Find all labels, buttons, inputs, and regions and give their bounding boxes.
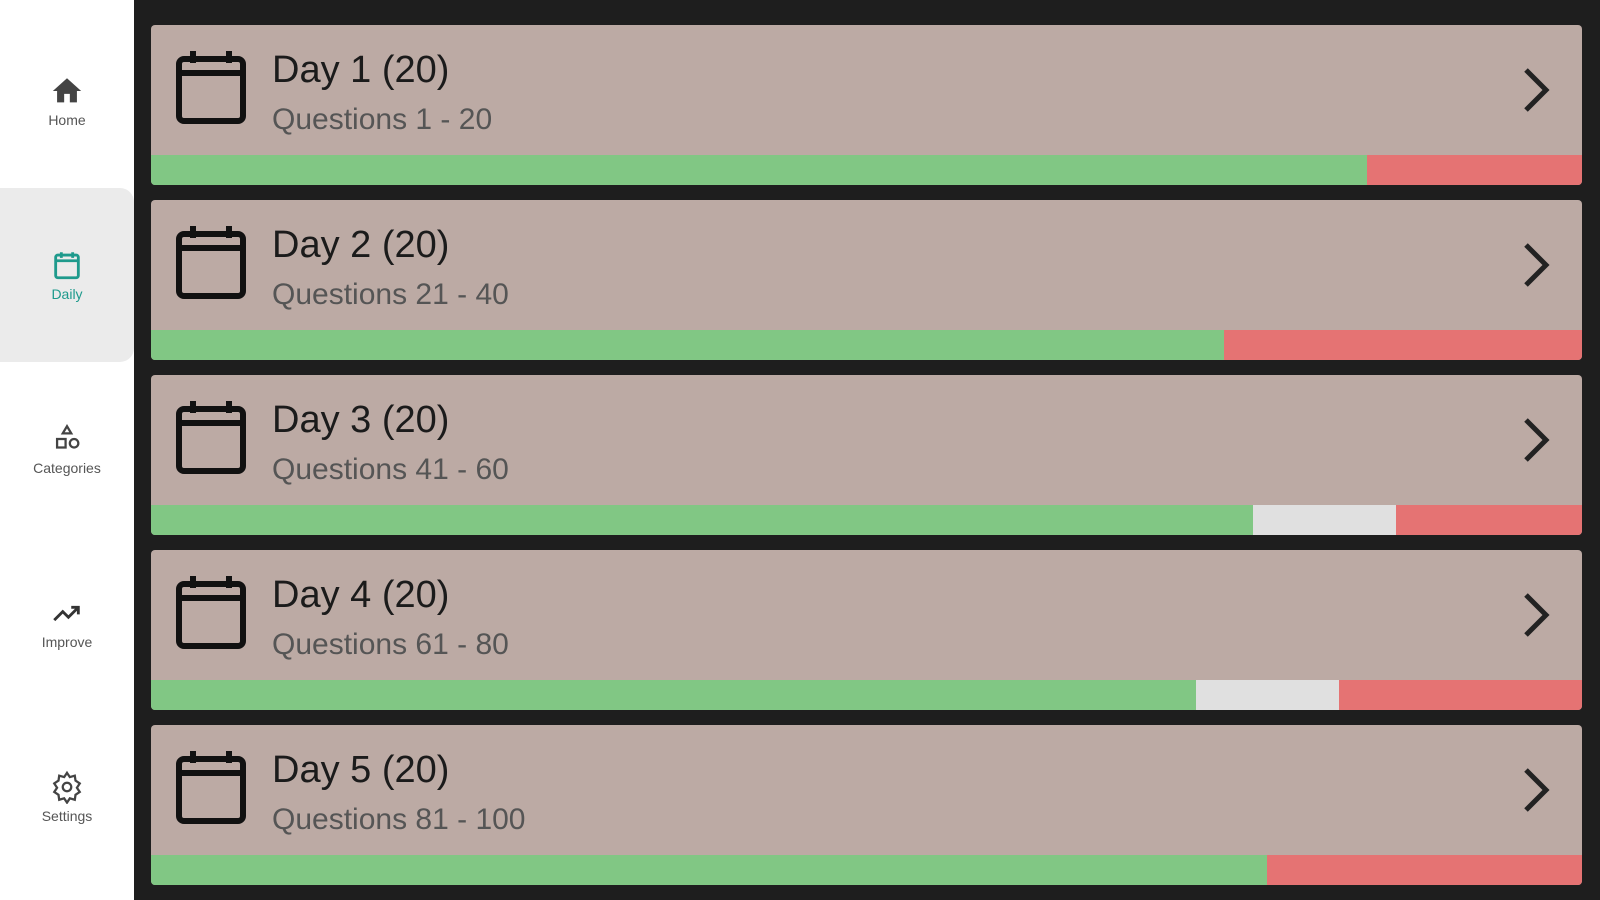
day-title: Day 4 (20) (272, 574, 450, 616)
sidebar-item-categories[interactable]: Categories (0, 362, 134, 536)
chevron-right-icon (1524, 593, 1550, 637)
sidebar-item-label: Improve (41, 634, 93, 650)
sidebar-item-daily[interactable]: Daily (0, 188, 134, 362)
sidebar-item-label: Daily (51, 286, 83, 302)
sidebar-item-label: Settings (41, 808, 93, 824)
day-subtitle: Questions 81 - 100 (272, 803, 526, 836)
day-card[interactable]: Day 4 (20) Questions 61 - 80 (151, 550, 1582, 710)
sidebar: Home Daily Categories Improve Settings (0, 0, 134, 900)
day-subtitle: Questions 21 - 40 (272, 278, 509, 311)
progress-correct (151, 855, 1268, 885)
progress-wrong (1224, 330, 1582, 360)
day-title: Day 2 (20) (272, 224, 450, 266)
progress-bar (151, 855, 1582, 885)
progress-wrong (1338, 680, 1582, 710)
progress-correct (151, 680, 1196, 710)
progress-correct (151, 330, 1225, 360)
calendar-icon (176, 576, 246, 649)
day-subtitle: Questions 61 - 80 (272, 628, 509, 661)
calendar-icon (176, 51, 246, 124)
sidebar-item-label: Categories (33, 460, 101, 476)
progress-bar (151, 330, 1582, 360)
gear-icon (52, 770, 82, 804)
sidebar-item-improve[interactable]: Improve (0, 536, 134, 710)
chevron-right-icon (1524, 68, 1550, 112)
progress-wrong (1267, 855, 1582, 885)
shapes-icon (55, 424, 80, 449)
calendar-icon (176, 751, 246, 824)
day-card[interactable]: Day 1 (20) Questions 1 - 20 (151, 25, 1582, 185)
progress-unanswered (1195, 680, 1339, 710)
trending-up-icon (53, 605, 80, 622)
day-title: Day 5 (20) (272, 749, 450, 791)
progress-wrong (1395, 505, 1582, 535)
sidebar-item-home[interactable]: Home (0, 14, 134, 188)
calendar-icon (176, 226, 246, 299)
day-card[interactable]: Day 3 (20) Questions 41 - 60 (151, 375, 1582, 535)
progress-correct (151, 155, 1368, 185)
chevron-right-icon (1524, 243, 1550, 287)
calendar-icon (54, 252, 80, 280)
progress-correct (151, 505, 1253, 535)
day-subtitle: Questions 1 - 20 (272, 103, 493, 136)
progress-bar (151, 155, 1582, 185)
progress-bar (151, 505, 1582, 535)
progress-wrong (1367, 155, 1582, 185)
chevron-right-icon (1524, 418, 1550, 462)
day-title: Day 3 (20) (272, 399, 450, 441)
chevron-right-icon (1524, 768, 1550, 812)
progress-bar (151, 680, 1582, 710)
home-icon (52, 78, 82, 103)
calendar-icon (176, 401, 246, 474)
day-title: Day 1 (20) (272, 49, 450, 91)
day-card[interactable]: Day 5 (20) Questions 81 - 100 (151, 725, 1582, 885)
day-subtitle: Questions 41 - 60 (272, 453, 509, 486)
sidebar-item-settings[interactable]: Settings (0, 710, 134, 884)
day-card[interactable]: Day 2 (20) Questions 21 - 40 (151, 200, 1582, 360)
progress-unanswered (1252, 505, 1396, 535)
sidebar-item-label: Home (48, 112, 86, 128)
